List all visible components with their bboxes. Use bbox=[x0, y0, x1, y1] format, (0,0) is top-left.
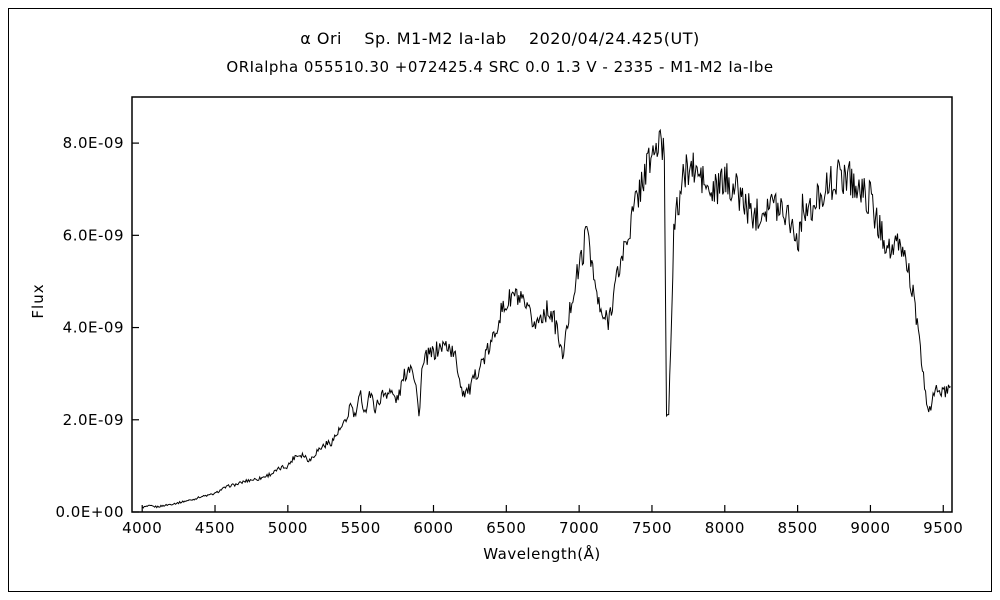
chart-subtitle: ORIalpha 055510.30 +072425.4 SRC 0.0 1.3… bbox=[226, 58, 774, 76]
x-tick-label: 5500 bbox=[341, 519, 381, 537]
x-tick-label: 9500 bbox=[923, 519, 963, 537]
x-tick-label: 4000 bbox=[122, 519, 162, 537]
x-tick-label: 8500 bbox=[778, 519, 818, 537]
x-tick-label: 8000 bbox=[705, 519, 745, 537]
y-tick-label: 4.0E-09 bbox=[63, 319, 124, 337]
x-tick-label: 5000 bbox=[268, 519, 308, 537]
y-tick-label: 0.0E+00 bbox=[56, 503, 125, 521]
x-tick-label: 7000 bbox=[559, 519, 599, 537]
axis-frame bbox=[131, 96, 953, 513]
x-tick-label: 6000 bbox=[413, 519, 453, 537]
x-tick-label: 7500 bbox=[632, 519, 672, 537]
x-tick-label: 9000 bbox=[850, 519, 890, 537]
outer-border bbox=[8, 8, 992, 592]
y-tick-label: 2.0E-09 bbox=[63, 411, 124, 429]
x-axis-label: Wavelength(Å) bbox=[483, 545, 601, 563]
spectrum-line bbox=[141, 128, 951, 509]
chart-title: α Ori Sp. M1-M2 Ia-Iab 2020/04/24.425(UT… bbox=[300, 29, 700, 48]
y-tick-label: 6.0E-09 bbox=[63, 226, 124, 244]
x-tick-label: 4500 bbox=[195, 519, 235, 537]
x-tick-label: 6500 bbox=[486, 519, 526, 537]
y-tick-label: 8.0E-09 bbox=[63, 134, 124, 152]
